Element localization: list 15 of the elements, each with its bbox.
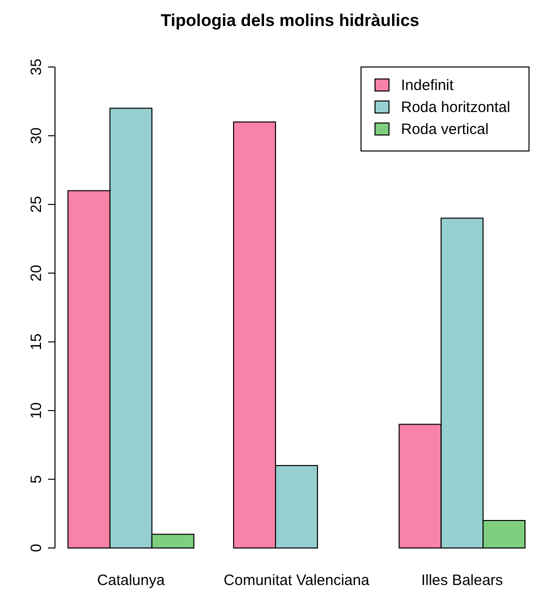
y-tick-label: 15 — [28, 334, 45, 350]
y-tick-label: 35 — [28, 58, 45, 76]
y-tick-label: 25 — [28, 196, 45, 213]
x-tick-label: Illes Balears — [421, 572, 503, 589]
y-tick-label: 20 — [28, 264, 45, 282]
x-tick-label: Comunitat Valenciana — [224, 572, 370, 589]
y-tick-label: 5 — [28, 475, 45, 484]
legend-label: Roda horitzontal — [401, 99, 510, 116]
x-tick-label: Catalunya — [97, 572, 166, 589]
chart-title: Tipologia dels molins hidràulics — [160, 11, 420, 30]
legend-label: Roda vertical — [401, 121, 489, 138]
y-tick-label: 30 — [28, 127, 45, 144]
y-tick-label: 10 — [28, 402, 45, 419]
y-tick-label: 0 — [28, 544, 45, 552]
legend-label: Indefinit — [401, 77, 454, 94]
